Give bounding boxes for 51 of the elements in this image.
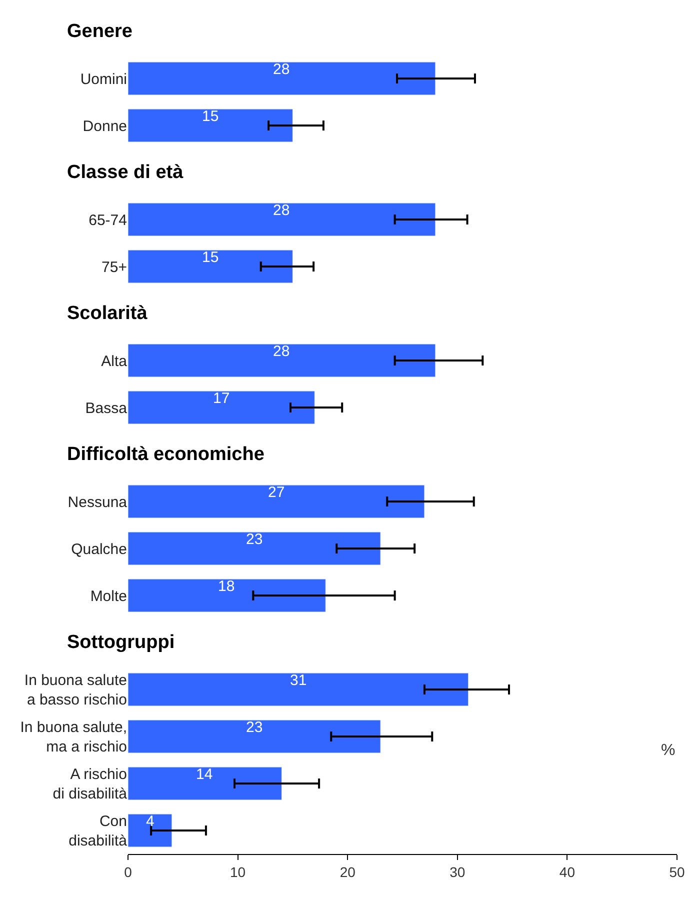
data-label: 18 <box>218 578 235 595</box>
data-label: 31 <box>290 672 307 689</box>
y-tick-label: Bassa <box>85 400 128 417</box>
y-tick-label: Nessuna <box>68 494 128 511</box>
y-tick-label: Alta <box>101 352 128 370</box>
x-axis-title: % <box>661 742 676 759</box>
y-tick-label: Classe di età <box>67 162 184 183</box>
bar <box>128 390 315 424</box>
bar <box>128 484 425 518</box>
y-tick-label: A rischio di disabilità <box>52 766 128 802</box>
y-tick-label: Difficoltà economiche <box>67 444 264 465</box>
bar <box>128 766 282 800</box>
data-label: 17 <box>213 390 230 407</box>
bar <box>128 344 436 378</box>
bar <box>128 720 381 754</box>
y-tick-label: Donne <box>82 118 127 135</box>
data-label: 28 <box>273 61 290 78</box>
bar <box>128 814 172 848</box>
data-label: 27 <box>268 484 285 501</box>
y-tick-label: Scolarità <box>67 303 148 324</box>
x-tick-label: 40 <box>559 864 576 880</box>
y-tick-label: In buona salute, ma a rischio <box>20 719 127 756</box>
y-tick-label: 75+ <box>102 258 128 276</box>
x-tick-label: 10 <box>230 864 246 880</box>
bar <box>128 578 326 612</box>
y-tick-label: Genere <box>67 21 132 42</box>
y-tick-label: Con disabilità <box>68 813 128 850</box>
data-label: 15 <box>202 108 219 125</box>
data-label: 28 <box>273 202 290 219</box>
x-tick-label: 50 <box>669 864 685 880</box>
bar <box>128 202 436 236</box>
data-label: 14 <box>196 766 213 783</box>
bar <box>128 672 469 706</box>
bar <box>128 532 381 566</box>
data-label: 23 <box>246 719 263 736</box>
x-tick-label: 0 <box>124 864 132 880</box>
y-tick-label: Sottogruppi <box>67 632 175 653</box>
bar <box>128 62 436 96</box>
data-label: 4 <box>146 813 154 830</box>
x-tick-label: 30 <box>450 864 466 880</box>
bar <box>128 108 293 142</box>
data-label: 15 <box>202 249 219 266</box>
data-label: 23 <box>246 531 263 548</box>
y-tick-label: Molte <box>90 588 127 605</box>
data-label: 28 <box>273 343 290 360</box>
y-tick-label: Uomini <box>80 70 127 88</box>
y-tick-label: 65-74 <box>88 212 127 229</box>
bar <box>128 250 293 284</box>
x-tick-label: 20 <box>340 864 356 880</box>
y-tick-label: Qualche <box>71 540 127 558</box>
y-tick-label: In buona salute a basso rischio <box>24 672 127 708</box>
